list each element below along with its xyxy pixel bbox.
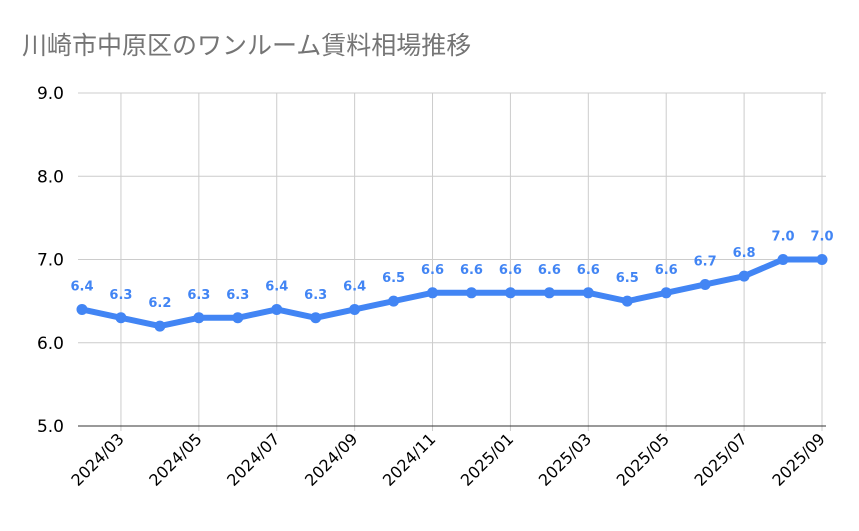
chart-title: 川崎市中原区のワンルーム賃料相場推移 [22, 31, 472, 60]
y-tick-label: 6.0 [37, 334, 64, 354]
data-point [388, 295, 400, 307]
data-point [193, 312, 205, 324]
data-point [621, 295, 633, 307]
data-point [465, 287, 477, 299]
y-axis-ticks: 5.0 6.0 7.0 8.0 9.0 [37, 84, 64, 437]
data-point [660, 287, 672, 299]
x-tick-label: 2024/11 [379, 429, 439, 489]
x-axis-ticks: 2024/03 2024/05 2024/07 2024/09 2024/11 2025/… [67, 429, 828, 489]
data-label: 6.5 [382, 271, 405, 286]
data-label: 6.6 [538, 263, 561, 278]
data-point [543, 287, 555, 299]
data-point [76, 303, 88, 315]
data-label: 6.7 [694, 254, 717, 269]
data-labels: 6.4 6.3 6.2 6.3 6.3 6.4 6.3 6.4 6.5 6.6 6.6 6.6 6.6 6… [70, 230, 833, 312]
x-tick-label: 2024/05 [145, 429, 205, 489]
data-point [427, 287, 439, 299]
data-point [349, 303, 361, 315]
data-label: 6.6 [655, 263, 678, 278]
data-label: 6.4 [265, 279, 288, 294]
data-label: 6.6 [421, 263, 444, 278]
x-tick-label: 2025/03 [535, 429, 595, 489]
data-label: 6.2 [148, 296, 171, 311]
data-label: 6.6 [499, 263, 522, 278]
y-tick-label: 7.0 [37, 251, 64, 271]
data-point [310, 312, 322, 324]
x-tick-label: 2025/01 [457, 429, 517, 489]
data-point [816, 254, 828, 265]
x-tick-label: 2025/05 [613, 429, 673, 489]
data-point [154, 320, 166, 332]
x-tick-label: 2024/07 [223, 429, 283, 489]
data-label: 6.6 [460, 263, 483, 278]
horizontal-gridlines [78, 92, 826, 427]
data-point [271, 303, 283, 315]
data-label: 6.8 [733, 246, 756, 261]
data-point [777, 254, 789, 265]
data-label: 7.0 [810, 230, 833, 245]
data-label: 6.3 [109, 288, 132, 303]
data-point [504, 287, 516, 299]
data-point [699, 278, 711, 290]
series-line [79, 256, 825, 330]
data-point [738, 270, 750, 282]
data-point [115, 312, 127, 324]
y-tick-label: 8.0 [37, 167, 64, 187]
data-label: 6.6 [577, 263, 600, 278]
data-label: 7.0 [772, 230, 795, 245]
x-tick-label: 2025/09 [768, 429, 828, 489]
y-tick-label: 5.0 [37, 417, 64, 437]
data-label: 6.4 [70, 279, 93, 294]
data-label: 6.4 [343, 279, 366, 294]
y-tick-label: 9.0 [37, 84, 64, 104]
x-tick-label: 2024/09 [301, 429, 361, 489]
x-tick-label: 2025/07 [690, 429, 750, 489]
data-point [232, 312, 244, 324]
data-label: 6.5 [616, 271, 639, 286]
series-layer [76, 254, 828, 332]
x-tick-label: 2024/03 [67, 429, 127, 489]
data-label: 6.3 [226, 288, 249, 303]
data-point [582, 287, 594, 299]
data-label: 6.3 [187, 288, 210, 303]
data-label: 6.3 [304, 288, 327, 303]
